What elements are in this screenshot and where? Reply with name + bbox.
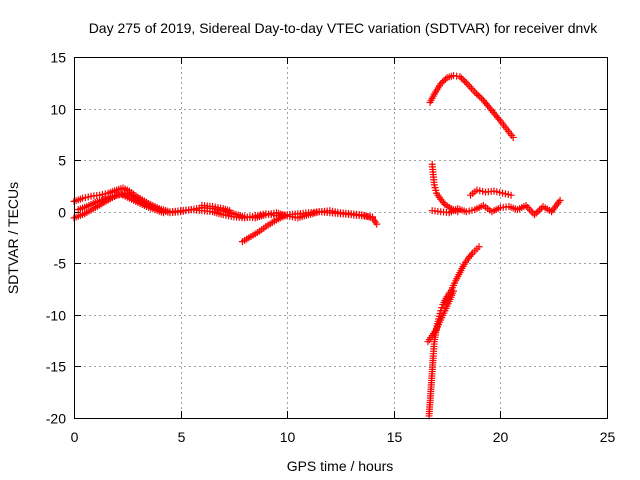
series-track-h [428, 196, 564, 219]
data-point [226, 207, 234, 215]
series-track-a [70, 184, 376, 222]
x-tick-label: 10 [280, 429, 296, 445]
y-tick-label: -20 [46, 411, 66, 427]
data-point [473, 90, 481, 98]
data-markers [70, 72, 564, 420]
y-axis-label: SDTVAR / TECUs [5, 182, 21, 294]
series-track-d [198, 202, 234, 215]
x-tick-label: 15 [387, 429, 403, 445]
data-point [440, 199, 448, 207]
data-point [495, 115, 503, 123]
y-tick-label: -5 [54, 256, 67, 272]
grid-lines [74, 57, 607, 418]
data-point [534, 208, 542, 216]
series-track-g [428, 160, 462, 216]
data-point [467, 251, 475, 259]
data-point [459, 76, 467, 84]
data-point [449, 287, 457, 295]
data-point [475, 243, 483, 251]
x-tick-label: 5 [178, 429, 186, 445]
data-point [438, 304, 446, 312]
chart-title: Day 275 of 2019, Sidereal Day-to-day VTE… [89, 20, 599, 36]
data-point [160, 209, 168, 217]
data-point [457, 74, 465, 82]
y-tick-label: 0 [58, 205, 66, 221]
data-point [476, 93, 484, 101]
data-point [531, 211, 539, 219]
data-point [471, 88, 479, 96]
data-point [281, 212, 289, 220]
plot-frame [74, 57, 608, 419]
series-track-e [238, 212, 289, 246]
y-tick-label: 10 [50, 102, 66, 118]
data-point [509, 133, 517, 141]
data-point [532, 209, 540, 217]
data-point [373, 220, 381, 228]
data-point [536, 206, 544, 214]
series-track-k [424, 287, 457, 346]
data-point [442, 75, 450, 83]
y-tick-label: -10 [46, 308, 66, 324]
y-tick-label: 15 [50, 50, 66, 66]
x-tick-label: 20 [493, 429, 509, 445]
series-track-c [74, 190, 168, 217]
y-tick-label: -15 [46, 359, 66, 375]
data-point [461, 77, 469, 85]
x-axis-ticks: 0 5 10 15 20 25 [71, 57, 616, 445]
data-point [438, 78, 446, 86]
series-track-i [467, 186, 515, 199]
y-axis-ticks: -20 -15 -10 -5 0 5 10 15 [46, 50, 607, 427]
data-point [456, 73, 464, 81]
x-axis-label: GPS time / hours [287, 458, 394, 474]
data-point [556, 196, 564, 204]
data-point [440, 77, 448, 85]
data-point [478, 95, 486, 103]
data-point [507, 191, 515, 199]
data-point [437, 80, 445, 88]
y-tick-label: 5 [58, 153, 66, 169]
x-tick-label: 25 [600, 429, 616, 445]
series-track-j [425, 243, 483, 420]
series-track-f [426, 72, 517, 141]
x-tick-label: 0 [71, 429, 79, 445]
data-point [474, 91, 482, 99]
